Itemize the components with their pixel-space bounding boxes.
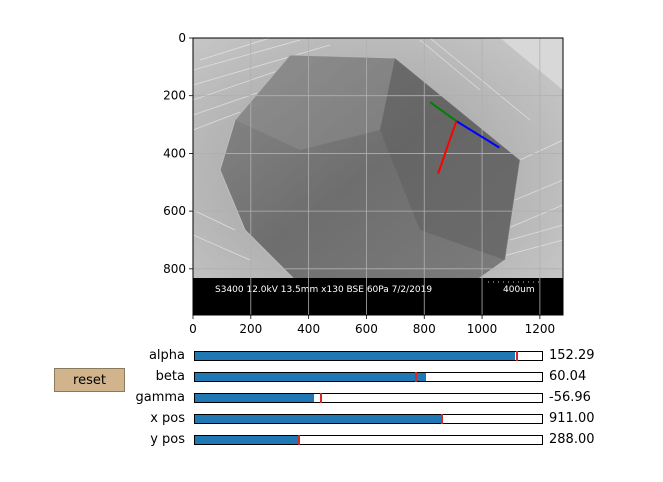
x-tick-label: 1000 <box>467 322 498 336</box>
slider-fill-alpha <box>195 352 515 360</box>
slider-label-gamma: gamma <box>135 390 185 405</box>
slider-initial-marker-y-pos <box>298 435 301 445</box>
x-axis: 0 200 400 600 800 1000 1200 <box>189 315 555 336</box>
x-tick-label: 1200 <box>525 322 556 336</box>
slider-value-y-pos: 288.00 <box>549 432 595 447</box>
y-tick-label: 600 <box>163 204 186 218</box>
x-tick-label: 0 <box>189 322 197 336</box>
slider-track-y-pos[interactable] <box>194 435 543 445</box>
slider-initial-marker-gamma <box>319 393 322 403</box>
slider-value-alpha: 152.29 <box>549 348 595 363</box>
orientation-axes <box>429 101 500 174</box>
slider-track-gamma[interactable] <box>194 393 543 403</box>
slider-fill-gamma <box>195 394 314 402</box>
slider-fill-beta <box>195 373 427 381</box>
reset-button[interactable]: reset <box>54 368 125 392</box>
slider-value-gamma: -56.96 <box>549 390 591 405</box>
slider-fill-y-pos <box>195 436 300 444</box>
slider-fill-x-pos <box>195 415 443 423</box>
x-tick-label: 200 <box>239 322 262 336</box>
red-axis <box>437 120 458 174</box>
y-tick-label: 200 <box>163 89 186 103</box>
slider-alpha: alpha 152.29 <box>0 348 663 365</box>
slider-track-alpha[interactable] <box>194 351 543 361</box>
slider-gamma: gamma -56.96 <box>0 390 663 407</box>
slider-value-x-pos: 911.00 <box>549 411 595 426</box>
slider-label-beta: beta <box>155 369 185 384</box>
slider-initial-marker-x-pos <box>441 414 444 424</box>
axes-frame <box>192 37 564 316</box>
x-tick-label: 800 <box>413 322 436 336</box>
slider-label-x-pos: x pos <box>150 411 185 426</box>
blue-axis <box>455 120 500 149</box>
x-tick-label: 600 <box>355 322 378 336</box>
y-axis: 0 200 400 600 800 <box>163 31 193 276</box>
slider-beta: beta 60.04 <box>0 369 663 386</box>
y-tick-label: 400 <box>163 146 186 160</box>
slider-y-pos: y pos 288.00 <box>0 432 663 449</box>
slider-value-beta: 60.04 <box>549 369 587 384</box>
sem-info-bar <box>193 278 563 315</box>
slider-label-y-pos: y pos <box>150 432 185 447</box>
slider-label-alpha: alpha <box>148 348 185 363</box>
y-tick-label: 0 <box>178 31 186 45</box>
slider-x-pos: x pos 911.00 <box>0 411 663 428</box>
sem-image: S3400 12.0kV 13.5mm x130 BSE 60Pa 7/2/20… <box>193 38 563 315</box>
surface-streaks <box>193 38 563 266</box>
slider-track-beta[interactable] <box>194 372 543 382</box>
green-axis <box>429 101 457 122</box>
sem-info-text: S3400 12.0kV 13.5mm x130 BSE 60Pa 7/2/20… <box>215 285 432 295</box>
slider-initial-marker-alpha <box>516 351 519 361</box>
slider-track-x-pos[interactable] <box>194 414 543 424</box>
sem-scale-label: 400um <box>503 285 535 295</box>
x-tick-label: 400 <box>297 322 320 336</box>
slider-initial-marker-beta <box>414 372 417 382</box>
y-tick-label: 800 <box>163 262 186 276</box>
